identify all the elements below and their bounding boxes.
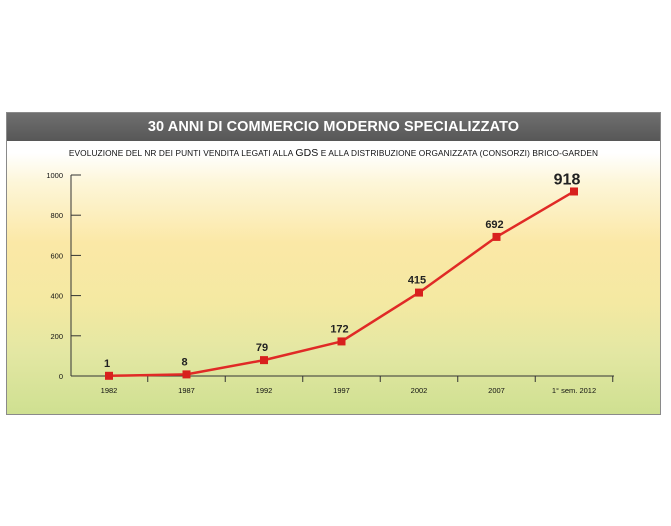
data-point-marker bbox=[492, 232, 501, 241]
y-tick-label: 200 bbox=[50, 332, 63, 341]
x-tick-label: 2002 bbox=[411, 386, 428, 395]
y-tick-label: 600 bbox=[50, 251, 63, 260]
subtitle-part-1: EVOLUZIONE DEL NR DEI PUNTI VENDITA LEGA… bbox=[68, 148, 296, 158]
line-chart: 0 200 400 600 800 1000 1982 1987 1992 1997 2002 200… bbox=[46, 171, 614, 395]
subtitle-gds: GDS bbox=[295, 147, 319, 159]
data-point-marker bbox=[337, 337, 346, 346]
y-tick-label: 0 bbox=[59, 372, 63, 381]
x-tick-label: 2007 bbox=[488, 386, 505, 395]
data-label: 79 bbox=[256, 342, 268, 354]
x-tick-label: 1997 bbox=[333, 386, 350, 395]
data-label: 918 bbox=[554, 171, 581, 188]
data-label: 692 bbox=[485, 219, 503, 231]
data-point-marker bbox=[415, 288, 423, 297]
y-tick-label: 400 bbox=[50, 292, 63, 301]
chart-title: 30 ANNI DI COMMERCIO MODERNO SPECIALIZZA… bbox=[147, 119, 520, 135]
chart-subtitle: EVOLUZIONE DEL NR DEI PUNTI VENDITA LEGA… bbox=[7, 147, 660, 159]
chart-panel: 30 ANNI DI COMMERCIO MODERNO SPECIALIZZA… bbox=[6, 112, 661, 415]
x-tick-label: 1992 bbox=[256, 386, 273, 395]
y-tick-label: 1000 bbox=[46, 171, 63, 180]
data-point-marker bbox=[260, 356, 268, 365]
data-point-marker bbox=[105, 371, 113, 380]
chart-data-labels: 1 8 79 172 415 692 918 bbox=[104, 171, 581, 369]
x-tick-label: 1987 bbox=[178, 386, 195, 395]
chart-series bbox=[105, 187, 578, 380]
data-point-marker bbox=[570, 187, 578, 196]
data-label: 1 bbox=[104, 358, 110, 370]
data-point-marker bbox=[182, 370, 191, 379]
series-line bbox=[108, 190, 575, 378]
data-label: 172 bbox=[330, 323, 348, 335]
data-label: 8 bbox=[181, 356, 187, 368]
y-tick-label: 800 bbox=[50, 211, 63, 220]
x-tick-label: 1° sem. 2012 bbox=[552, 386, 596, 395]
chart-axes: 0 200 400 600 800 1000 1982 1987 1992 1997 2002 200… bbox=[46, 171, 614, 395]
chart-title-bar: 30 ANNI DI COMMERCIO MODERNO SPECIALIZZA… bbox=[7, 113, 660, 141]
x-tick-label: 1982 bbox=[101, 386, 118, 395]
subtitle-part-2: E ALLA DISTRIBUZIONE ORGANIZZATA (CONSOR… bbox=[318, 148, 599, 158]
data-label: 415 bbox=[408, 275, 426, 287]
